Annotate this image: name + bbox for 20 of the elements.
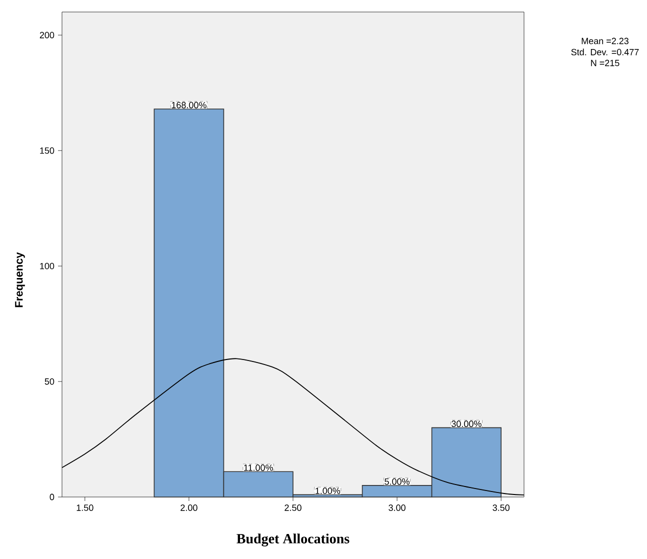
data-label: 5.00% — [384, 478, 410, 485]
y-tick-label: 0 — [50, 494, 54, 500]
text: Std. Dev. =0.477 — [571, 48, 639, 56]
x-tick-label: 2.50 — [284, 504, 302, 511]
text: N =215 — [591, 60, 620, 66]
data-label: 168.00% — [172, 102, 206, 108]
x-tick-label: 3.00 — [388, 504, 406, 511]
x-axis-title: Budget Allocations — [236, 534, 350, 546]
x-tick-label: 1.50 — [76, 504, 94, 511]
data-label: 30.00% — [452, 420, 482, 428]
data-label: 11.00% — [244, 464, 273, 471]
text: Mean =2.23 — [582, 38, 628, 44]
data-label: 1.00% — [316, 488, 340, 494]
y-tick-label: 100 — [40, 262, 54, 270]
y-tick-label: 200 — [40, 32, 54, 38]
y-tick-label: 150 — [40, 147, 54, 154]
x-tick-label: 2.00 — [180, 504, 198, 511]
y-axis-title: Frequency — [15, 252, 25, 308]
y-tick-label: 50 — [44, 378, 54, 385]
x-tick-label: 3.50 — [492, 504, 510, 511]
